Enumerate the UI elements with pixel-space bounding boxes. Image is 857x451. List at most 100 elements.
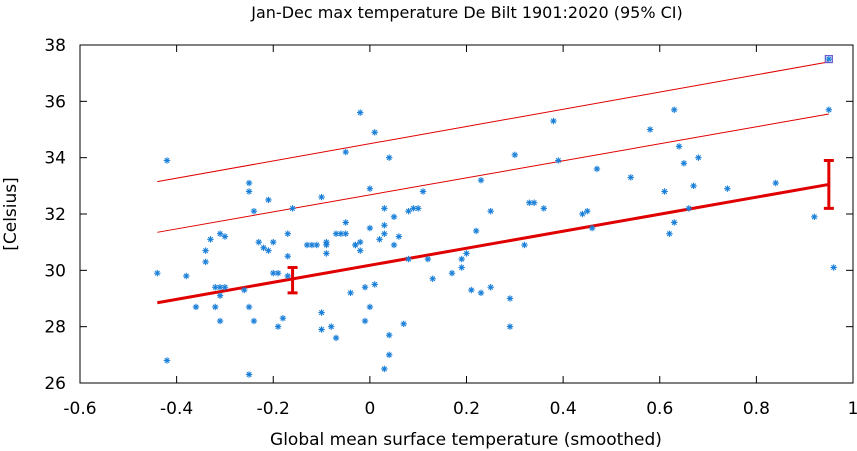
scatter-point <box>772 179 779 187</box>
point-stroke-d2 <box>357 239 363 245</box>
point-stroke-d2 <box>333 335 339 341</box>
point-stroke-d2 <box>212 284 218 290</box>
scatter-point <box>661 188 668 195</box>
scatter-point <box>352 241 359 249</box>
x-tick-label: 0.8 <box>743 399 770 419</box>
point-stroke-d2 <box>270 270 276 276</box>
point-stroke-d2 <box>541 205 547 211</box>
scatter-point <box>284 230 291 237</box>
point-stroke-d2 <box>357 109 363 116</box>
y-tick-label: 28 <box>44 318 66 338</box>
scatter-point <box>371 281 378 288</box>
scatter-point <box>458 255 465 263</box>
scatter-point <box>555 157 562 164</box>
point-stroke-d2 <box>381 366 387 372</box>
point-stroke-d2 <box>386 352 392 358</box>
point-stroke-d2 <box>555 157 561 164</box>
point-stroke-d2 <box>550 118 557 124</box>
scatter-point <box>381 222 388 229</box>
scatter-point <box>216 317 224 325</box>
scatter-point <box>357 109 364 116</box>
point-stroke-d2 <box>512 152 518 158</box>
scatter-point <box>284 253 291 260</box>
scatter-point <box>250 317 258 325</box>
point-stroke-d2 <box>270 239 276 245</box>
scatter-point <box>429 275 436 282</box>
scatter-point <box>245 371 253 378</box>
scatter-point <box>690 182 697 190</box>
scatter-point <box>332 230 340 237</box>
scatter-point <box>308 241 316 249</box>
scatter-point <box>284 272 291 280</box>
point-stroke-d2 <box>357 247 363 254</box>
scatter-point <box>361 317 369 325</box>
x-tick-label: 0.2 <box>453 399 480 419</box>
point-stroke-d2 <box>246 304 252 310</box>
scatter-point <box>342 148 349 156</box>
scatter-point <box>477 177 485 184</box>
scatter-point <box>342 230 349 237</box>
point-stroke-d2 <box>584 208 590 214</box>
x-tick-label: 0.6 <box>646 399 673 419</box>
scatter-point <box>724 185 731 192</box>
scatter-point <box>381 205 388 212</box>
scatter-point <box>424 255 432 263</box>
point-stroke-d2 <box>246 188 252 195</box>
point-stroke-d2 <box>381 222 387 228</box>
point-stroke-d2 <box>386 332 392 338</box>
scatter-point <box>390 241 398 249</box>
point-stroke-d2 <box>473 228 479 234</box>
scatter-point <box>579 210 586 218</box>
point-stroke-d2 <box>478 290 484 296</box>
point-stroke-d2 <box>420 188 426 195</box>
point-stroke-d2 <box>661 188 668 195</box>
scatter-point <box>671 219 678 226</box>
x-axis-label: Global mean surface temperature (smoothe… <box>270 430 662 450</box>
scatter-point <box>245 179 253 187</box>
scatter-point <box>212 303 219 311</box>
point-stroke-d2 <box>280 315 286 321</box>
point-stroke-d2 <box>381 231 387 237</box>
scatter-point <box>381 230 388 237</box>
point-stroke-d2 <box>507 295 513 302</box>
point-stroke-d2 <box>826 56 832 62</box>
point-stroke-d2 <box>430 276 436 282</box>
x-tick-label: 0 <box>364 399 375 419</box>
point-stroke-d2 <box>676 143 682 150</box>
scatter-point <box>695 154 702 161</box>
upper-band_2-line <box>157 61 829 183</box>
x-tick-label: 1 <box>848 399 857 419</box>
scatter-point <box>521 241 528 249</box>
point-stroke-d2 <box>526 200 532 206</box>
x-tick-label: 0.4 <box>550 399 577 419</box>
point-stroke-d2 <box>425 256 431 262</box>
scatter-point <box>487 284 494 291</box>
point-stroke-d2 <box>256 239 262 245</box>
point-stroke-d2 <box>773 180 779 186</box>
upper-band_1-line <box>157 113 829 233</box>
scatter-point <box>386 331 393 339</box>
point-stroke-d2 <box>352 242 359 248</box>
point-stroke-d2 <box>647 126 653 133</box>
point-stroke-d2 <box>628 174 634 181</box>
point-stroke-d2 <box>265 197 272 203</box>
point-stroke-d2 <box>217 318 223 324</box>
point-stroke-d2 <box>695 155 702 161</box>
plot-area <box>154 54 837 378</box>
y-tick-label: 38 <box>44 36 66 56</box>
point-stroke-d2 <box>343 219 349 226</box>
point-stroke-d2 <box>343 231 349 237</box>
plot-frame <box>79 44 854 384</box>
point-stroke-d2 <box>579 211 586 217</box>
axes: -0.6 -0.4 -0.2 0 0.2 0.4 0.6 0.8 1 26 28 30 32 34 36 38 <box>44 36 857 419</box>
scatter-point <box>414 205 422 212</box>
point-stroke-d2 <box>666 231 673 237</box>
point-stroke-d2 <box>589 225 595 231</box>
point-stroke-d2 <box>347 290 354 296</box>
scatter-point <box>685 205 692 212</box>
point-stroke-d2 <box>217 231 223 237</box>
scatter-point <box>386 351 393 359</box>
scatter-point <box>405 255 412 263</box>
point-stroke-d2 <box>285 273 291 279</box>
point-stroke-d2 <box>671 219 677 226</box>
